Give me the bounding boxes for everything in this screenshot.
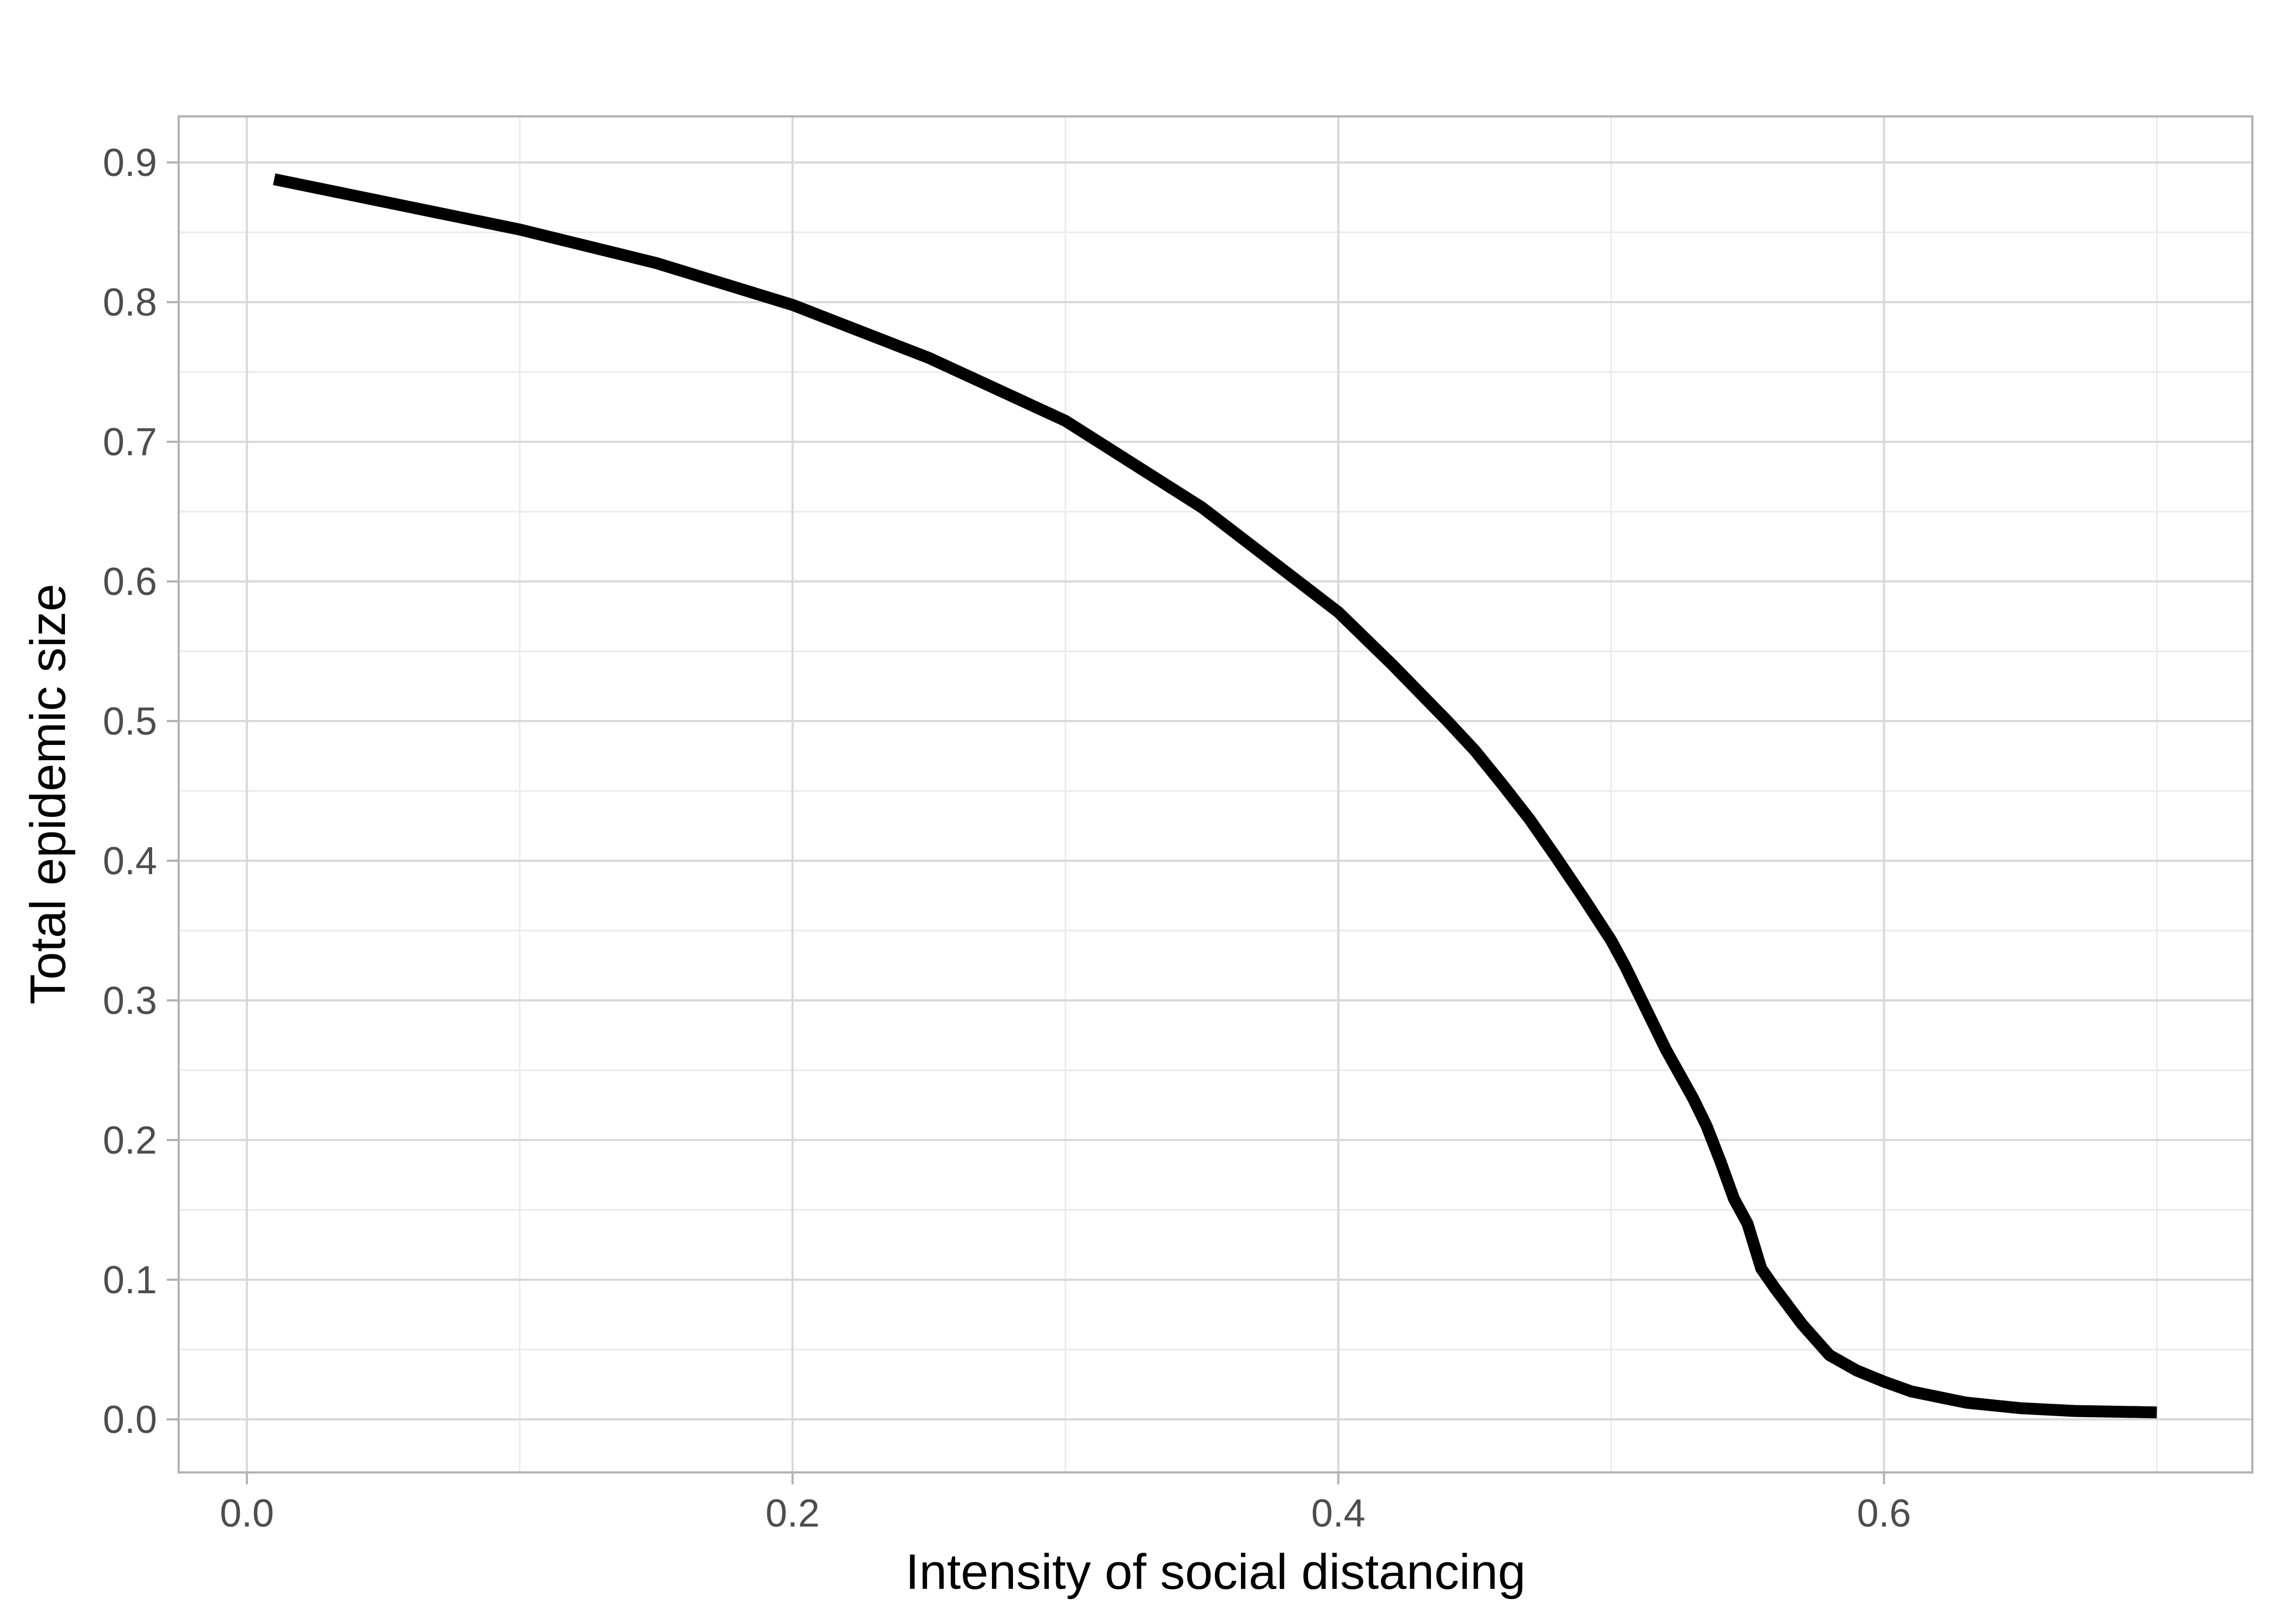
x-tick-label: 0.6 [1857,1492,1911,1535]
x-tick-label: 0.4 [1311,1492,1365,1535]
series-layer [273,173,2157,1419]
x-axis: 0.0 0.2 0.4 0.6 [220,1472,1911,1535]
minor-gridlines [179,116,2252,1472]
x-axis-title: Intensity of social distancing [905,1544,1526,1600]
y-tick-label: 0.2 [103,1119,157,1162]
y-tick-label: 0.3 [103,979,157,1023]
major-gridlines [179,116,2252,1472]
y-tick-label: 0.4 [103,840,157,883]
y-axis-title: Total epidemic size [21,584,76,1004]
y-tick-label: 0.0 [103,1398,157,1442]
panel-border [178,115,2253,1474]
x-tick-label: 0.0 [220,1492,274,1535]
y-tick-label: 0.5 [103,700,157,743]
y-tick-label: 0.6 [103,560,157,604]
y-axis: 0.0 0.1 0.2 0.3 0.4 0.5 0.6 0.7 0.8 0.9 [103,141,179,1442]
y-tick-label: 0.7 [103,421,157,464]
y-tick-label: 0.9 [103,141,157,185]
x-tick-label: 0.2 [766,1492,820,1535]
series-line [273,173,2157,1419]
y-tick-label: 0.1 [103,1259,157,1302]
y-tick-label: 0.8 [103,281,157,324]
